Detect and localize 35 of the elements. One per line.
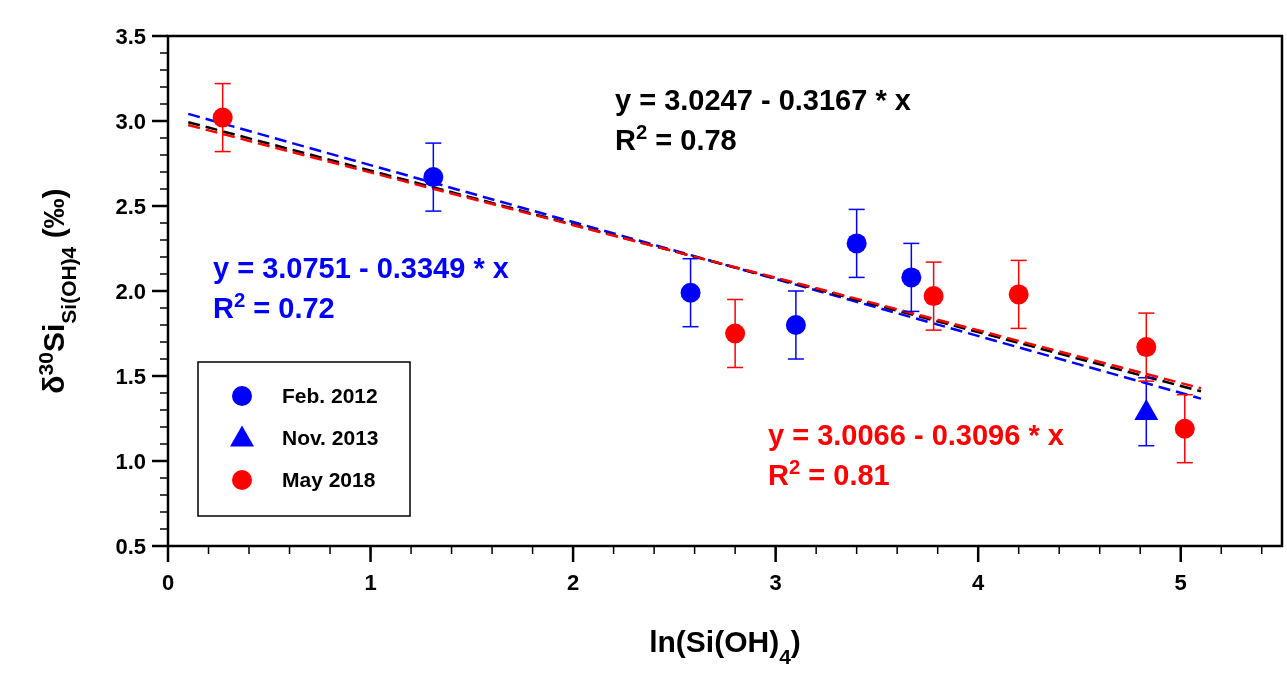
y-tick-label: 3.5 (115, 23, 146, 49)
annotation: R$^{2}$ = 0.72 (213, 289, 335, 324)
y-tick-label: 2.0 (115, 278, 146, 304)
point (923, 286, 944, 307)
y-tick-label: 3.0 (115, 108, 146, 134)
point (1134, 399, 1159, 421)
point (1174, 418, 1195, 439)
point (725, 323, 746, 344)
point (901, 267, 922, 288)
point (1136, 337, 1157, 358)
y-tick-label: 2.5 (115, 193, 146, 219)
x-tick-label: 4 (972, 570, 986, 595)
x-tick-label: 3 (769, 570, 782, 595)
x-tick-label: 1 (364, 570, 377, 595)
annotation: R$^{2}$ = 0.78 (615, 121, 737, 156)
x-tick-label: 0 (161, 570, 175, 595)
point (1008, 284, 1029, 305)
point (846, 233, 867, 254)
x-axis-title: ln(Si(OH)$_{4}$) (649, 625, 801, 668)
legend-label: May 2018 (282, 468, 376, 492)
annotation: y = 3.0247 - 0.3167 * x (615, 84, 911, 116)
x-tick-label: 5 (1174, 570, 1187, 595)
x-tick-label: 2 (566, 570, 580, 595)
y-tick-label: 1.5 (115, 363, 146, 389)
y-tick-label: 0.5 (115, 533, 146, 559)
point (423, 167, 444, 188)
point (680, 282, 701, 303)
legend-label: Nov. 2013 (282, 426, 379, 450)
annotation: R$^{2}$ = 0.81 (768, 456, 890, 491)
point (212, 107, 233, 128)
annotation: y = 3.0066 - 0.3096 * x (768, 419, 1064, 451)
legend-label: Feb. 2012 (282, 384, 378, 408)
y-tick-label: 1.0 (115, 448, 146, 474)
point (785, 315, 806, 335)
annotation: y = 3.0751 - 0.3349 * x (213, 252, 509, 284)
